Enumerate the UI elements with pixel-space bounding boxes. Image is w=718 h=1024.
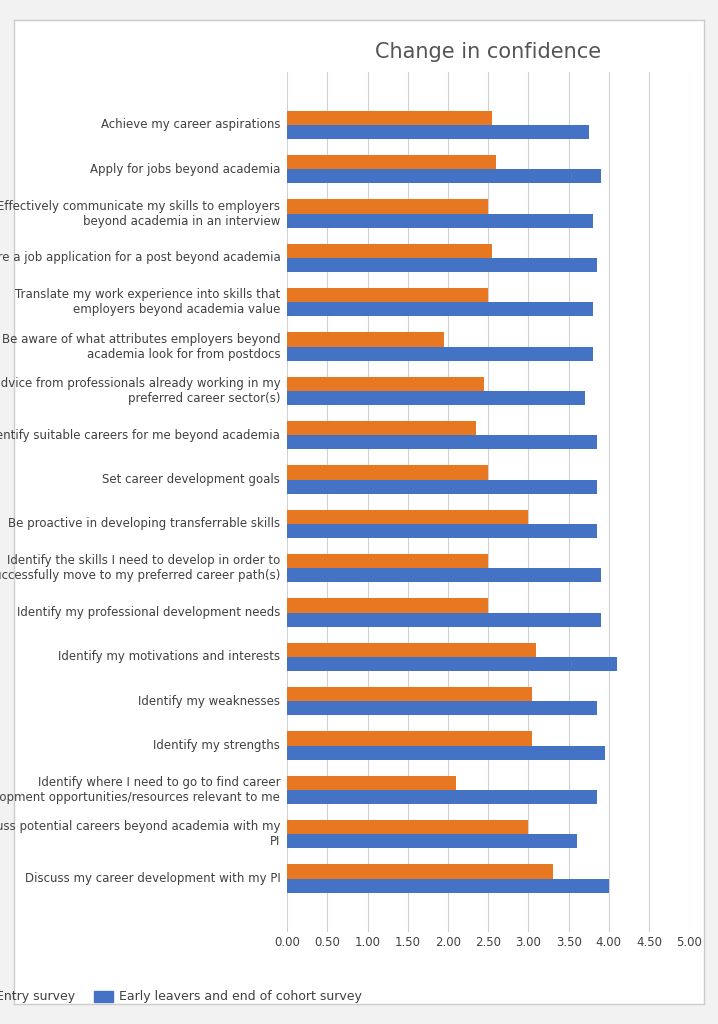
Bar xyxy=(287,377,484,391)
Bar xyxy=(287,391,584,406)
Bar xyxy=(287,731,533,745)
Bar xyxy=(287,435,597,450)
Bar xyxy=(287,643,536,657)
Bar xyxy=(287,687,533,701)
Bar xyxy=(287,258,597,272)
Bar xyxy=(287,598,488,612)
Bar xyxy=(287,510,528,524)
Bar xyxy=(287,214,593,227)
Bar xyxy=(287,524,597,538)
Bar xyxy=(287,479,597,494)
Bar xyxy=(287,612,601,627)
Title: Change in confidence: Change in confidence xyxy=(376,42,601,61)
Bar xyxy=(287,421,476,435)
Bar xyxy=(287,554,488,568)
Bar xyxy=(287,333,444,346)
Bar xyxy=(287,745,605,760)
Bar xyxy=(287,879,609,893)
Bar xyxy=(287,302,593,316)
Bar xyxy=(287,568,601,583)
Bar xyxy=(287,776,456,790)
Bar xyxy=(287,169,601,183)
Bar xyxy=(287,111,493,125)
Bar xyxy=(287,244,493,258)
Bar xyxy=(287,125,589,139)
Bar xyxy=(287,288,488,302)
Bar xyxy=(287,701,597,716)
Bar xyxy=(287,200,488,214)
Bar xyxy=(287,346,593,360)
Bar xyxy=(287,155,496,169)
Bar xyxy=(287,820,528,835)
Bar xyxy=(287,790,597,804)
Bar xyxy=(287,466,488,479)
Bar xyxy=(287,864,553,879)
Legend: Entry survey, Early leavers and end of cohort survey: Entry survey, Early leavers and end of c… xyxy=(0,985,367,1009)
Bar xyxy=(287,835,577,849)
Bar xyxy=(287,657,617,671)
